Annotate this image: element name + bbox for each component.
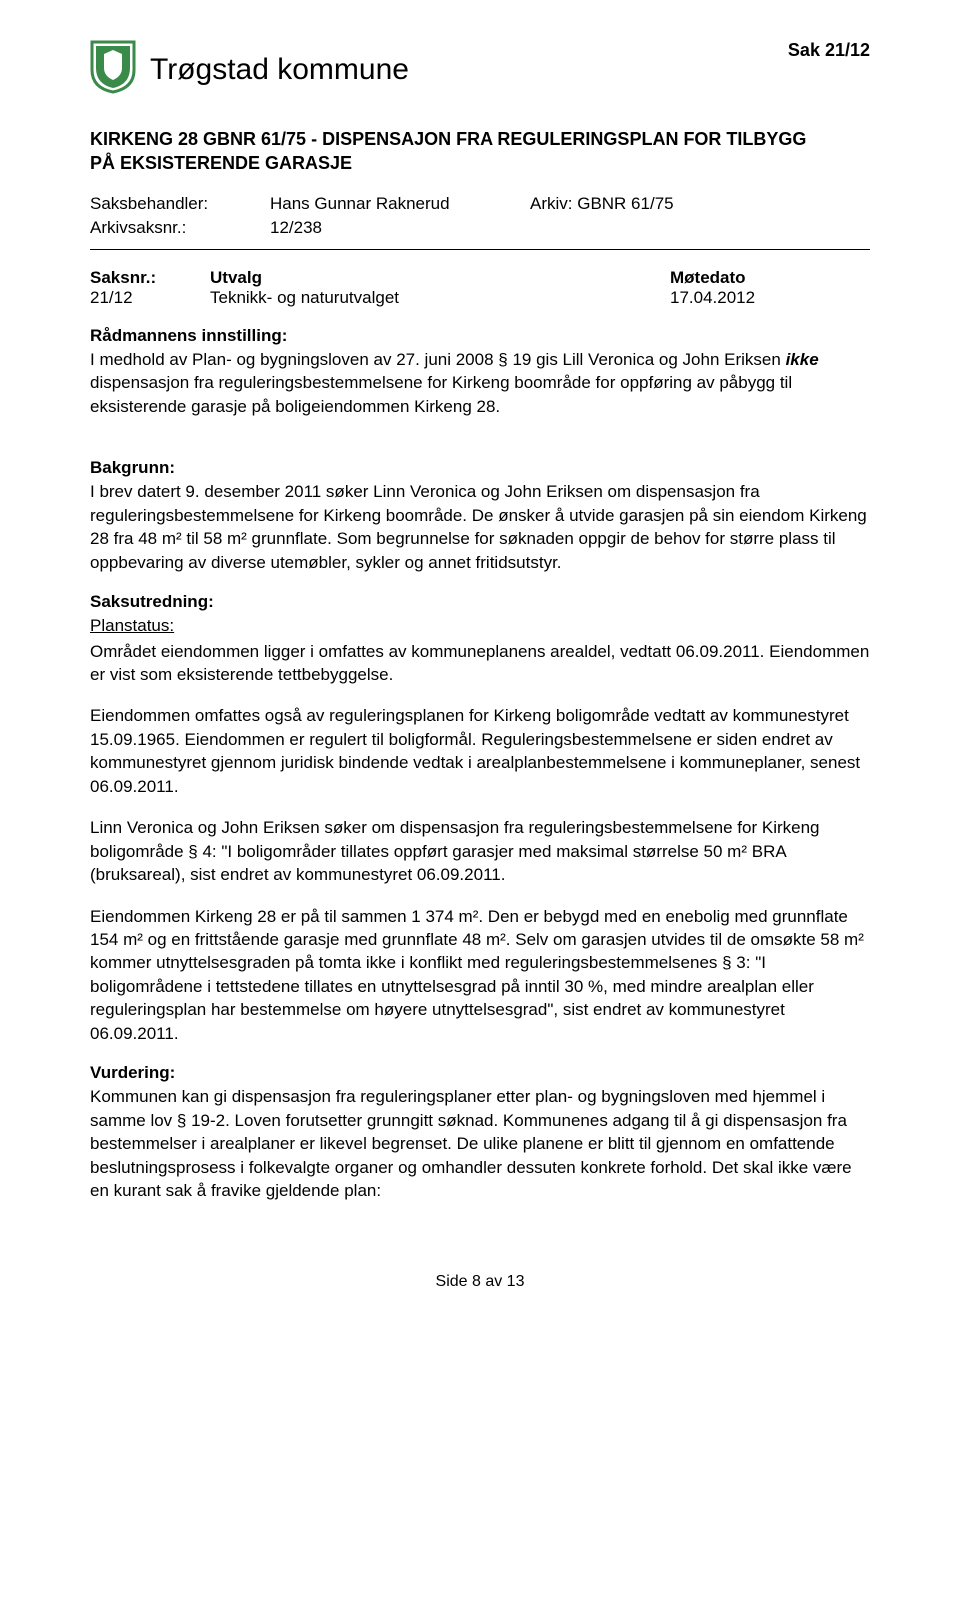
case-reference: Sak 21/12 [788, 40, 870, 61]
innstilling-head: Rådmannens innstilling: [90, 326, 870, 346]
arkivsaksnr-value: 12/238 [270, 216, 530, 241]
innstilling-part1: I medhold av Plan- og bygningsloven av 2… [90, 350, 786, 369]
separator [90, 249, 870, 250]
utvalg-head-motedato: Møtedato [670, 268, 746, 288]
planstatus-label: Planstatus: [90, 614, 870, 637]
vurdering-head: Vurdering: [90, 1063, 870, 1083]
utvalg-name: Teknikk- og naturutvalget [210, 288, 670, 308]
utvalg-data-row: 21/12 Teknikk- og naturutvalget 17.04.20… [90, 288, 870, 308]
innstilling-para: I medhold av Plan- og bygningsloven av 2… [90, 348, 870, 418]
saksutredning-p3: Linn Veronica og John Eriksen søker om d… [90, 816, 870, 886]
municipality-name: Trøgstad kommune [150, 53, 409, 87]
saksutredning-p1: Området eiendommen ligger i omfattes av … [90, 640, 870, 687]
handler-label: Saksbehandler: [90, 192, 270, 217]
meta-row-arkivsaksnr: Arkivsaksnr.: 12/238 [90, 216, 870, 241]
innstilling-ikke: ikke [786, 350, 819, 369]
innstilling-part2: dispensasjon fra reguleringsbestemmelsen… [90, 373, 792, 415]
title-line2: PÅ EKSISTERENDE GARASJE [90, 153, 352, 173]
document-title: KIRKENG 28 GBNR 61/75 - DISPENSAJON FRA … [90, 127, 870, 176]
arkiv-label: Arkiv: GBNR 61/75 [530, 192, 674, 217]
utvalg-head-utvalg: Utvalg [210, 268, 670, 288]
utvalg-header-row: Saksnr.: Utvalg Møtedato [90, 268, 870, 288]
header-row: Trøgstad kommune Sak 21/12 [90, 40, 870, 99]
saksutredning-p2: Eiendommen omfattes også av reguleringsp… [90, 704, 870, 798]
saksutredning-p4: Eiendommen Kirkeng 28 er på til sammen 1… [90, 905, 870, 1046]
meta-block: Saksbehandler: Hans Gunnar Raknerud Arki… [90, 192, 870, 241]
arkivsaksnr-label: Arkivsaksnr.: [90, 216, 270, 241]
handler-value: Hans Gunnar Raknerud [270, 192, 530, 217]
saksutredning-head: Saksutredning: [90, 592, 870, 612]
utvalg-saksnr: 21/12 [90, 288, 210, 308]
shield-icon [90, 40, 136, 99]
bakgrunn-head: Bakgrunn: [90, 458, 870, 478]
page: Trøgstad kommune Sak 21/12 KIRKENG 28 GB… [0, 0, 960, 1331]
meta-row-handler: Saksbehandler: Hans Gunnar Raknerud Arki… [90, 192, 870, 217]
utvalg-table: Saksnr.: Utvalg Møtedato 21/12 Teknikk- … [90, 268, 870, 308]
title-line1: KIRKENG 28 GBNR 61/75 - DISPENSAJON FRA … [90, 129, 806, 149]
page-footer: Side 8 av 13 [90, 1273, 870, 1291]
bakgrunn-para: I brev datert 9. desember 2011 søker Lin… [90, 480, 870, 574]
utvalg-date: 17.04.2012 [670, 288, 755, 308]
brand: Trøgstad kommune [90, 40, 409, 99]
vurdering-p1: Kommunen kan gi dispensasjon fra reguler… [90, 1085, 870, 1202]
utvalg-head-saksnr: Saksnr.: [90, 268, 210, 288]
